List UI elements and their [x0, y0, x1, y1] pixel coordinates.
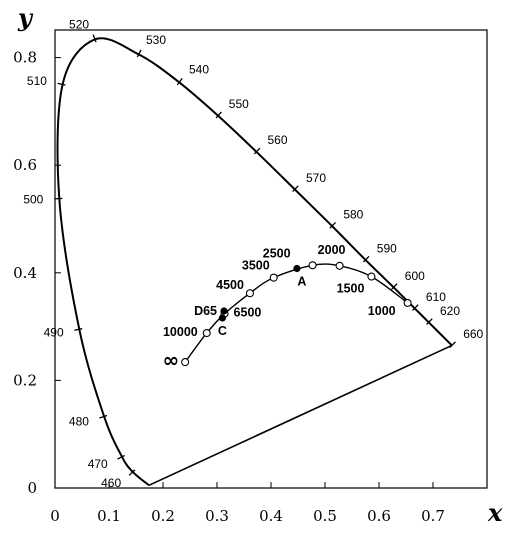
illuminant-label: A [297, 274, 306, 288]
x-tick-label: 0.5 [313, 507, 337, 525]
wavelength-tick [128, 469, 136, 476]
wavelength-label: 500 [23, 193, 43, 207]
planckian-point [269, 273, 278, 282]
wavelength-tick [74, 328, 83, 331]
y-tick-label: 0.8 [13, 49, 37, 67]
planckian-point [367, 272, 376, 281]
wavelength-tick [176, 77, 183, 86]
planckian-point [308, 261, 317, 270]
y-tick-label: 0.2 [13, 371, 37, 389]
wavelength-tick [117, 454, 125, 460]
x-tick-label: 0.1 [97, 507, 121, 525]
y-tick-label: 0.4 [13, 264, 37, 282]
wavelength-tick [391, 283, 398, 290]
wavelength-tick [362, 255, 370, 263]
infinity-label: ∞ [162, 348, 179, 372]
wavelength-tick [54, 197, 63, 200]
wavelength-label: 550 [229, 97, 249, 111]
temperature-label: 1000 [368, 304, 396, 318]
wavelength-tick [292, 185, 299, 193]
x-tick-label: 0.2 [151, 507, 175, 525]
purple-line [148, 344, 453, 487]
wavelength-label: 480 [69, 415, 89, 429]
x-tick-label: 0.4 [259, 507, 283, 525]
wavelength-label: 490 [44, 326, 64, 340]
x-tick-label: 0.6 [367, 507, 391, 525]
wavelength-tick [412, 304, 419, 311]
temperature-label: 2000 [318, 243, 346, 257]
temperature-label: 2500 [263, 246, 291, 260]
y-axis-ticks: 0 0.2 0.4 0.6 0.8 [13, 49, 61, 497]
wavelength-label: 540 [189, 63, 209, 77]
wavelength-label: 560 [268, 133, 288, 147]
wavelength-tick [253, 147, 261, 155]
illuminant-point [220, 307, 228, 315]
planckian-point [181, 358, 190, 367]
spectral-locus-line [56, 37, 453, 487]
temperature-label: 6500 [234, 306, 262, 320]
wavelength-label: 570 [306, 171, 326, 185]
wavelength-label: 470 [88, 457, 108, 471]
wavelength-label: 590 [377, 242, 397, 256]
wavelength-tick [426, 318, 433, 325]
wavelength-tick [92, 34, 97, 43]
y-tick-label: 0.6 [13, 156, 37, 174]
temperature-label: 10000 [163, 325, 198, 339]
wavelength-label: 510 [27, 74, 47, 88]
planckian-point [245, 289, 254, 298]
wavelength-label: 660 [463, 327, 483, 341]
wavelength-tick [329, 221, 337, 229]
wavelength-tick [57, 82, 66, 86]
x-tick-label: 0.3 [205, 507, 229, 525]
wavelength-labels: 460 470 480 490 500 510 520 530 540 550 560 570 580 5… [23, 17, 483, 489]
x-axis-ticks: 0 0.1 0.2 0.3 0.4 0.5 0.6 0.7 [50, 482, 445, 525]
temperature-label: 4500 [216, 278, 244, 292]
wavelength-tick [449, 341, 456, 349]
temperature-label: 1500 [337, 282, 365, 296]
wavelength-label: 530 [146, 33, 166, 47]
wavelength-label: 460 [101, 476, 121, 490]
illuminant-point [293, 264, 301, 273]
temperature-label: 3500 [242, 259, 270, 273]
wavelength-tick [215, 111, 222, 119]
illuminant-point [218, 314, 226, 322]
x-axis-label: x [487, 498, 503, 527]
wavelength-label: 600 [405, 269, 425, 283]
x-tick-label: 0.7 [421, 507, 445, 525]
x-tick-label: 0 [50, 507, 60, 525]
wavelength-label: 610 [426, 290, 446, 304]
wavelength-tick [136, 49, 142, 58]
wavelength-label: 520 [69, 17, 89, 31]
planckian-point [403, 298, 412, 307]
planckian-point [335, 261, 344, 270]
wavelength-label: 620 [440, 304, 460, 318]
y-axis-label: y [17, 3, 34, 32]
planckian-point [202, 329, 211, 338]
illuminant-label: C [218, 324, 227, 338]
y-tick-label: 0 [27, 479, 37, 497]
illuminant-label: D65 [194, 304, 217, 318]
wavelength-tick [99, 414, 108, 419]
wavelength-label: 580 [343, 208, 363, 222]
